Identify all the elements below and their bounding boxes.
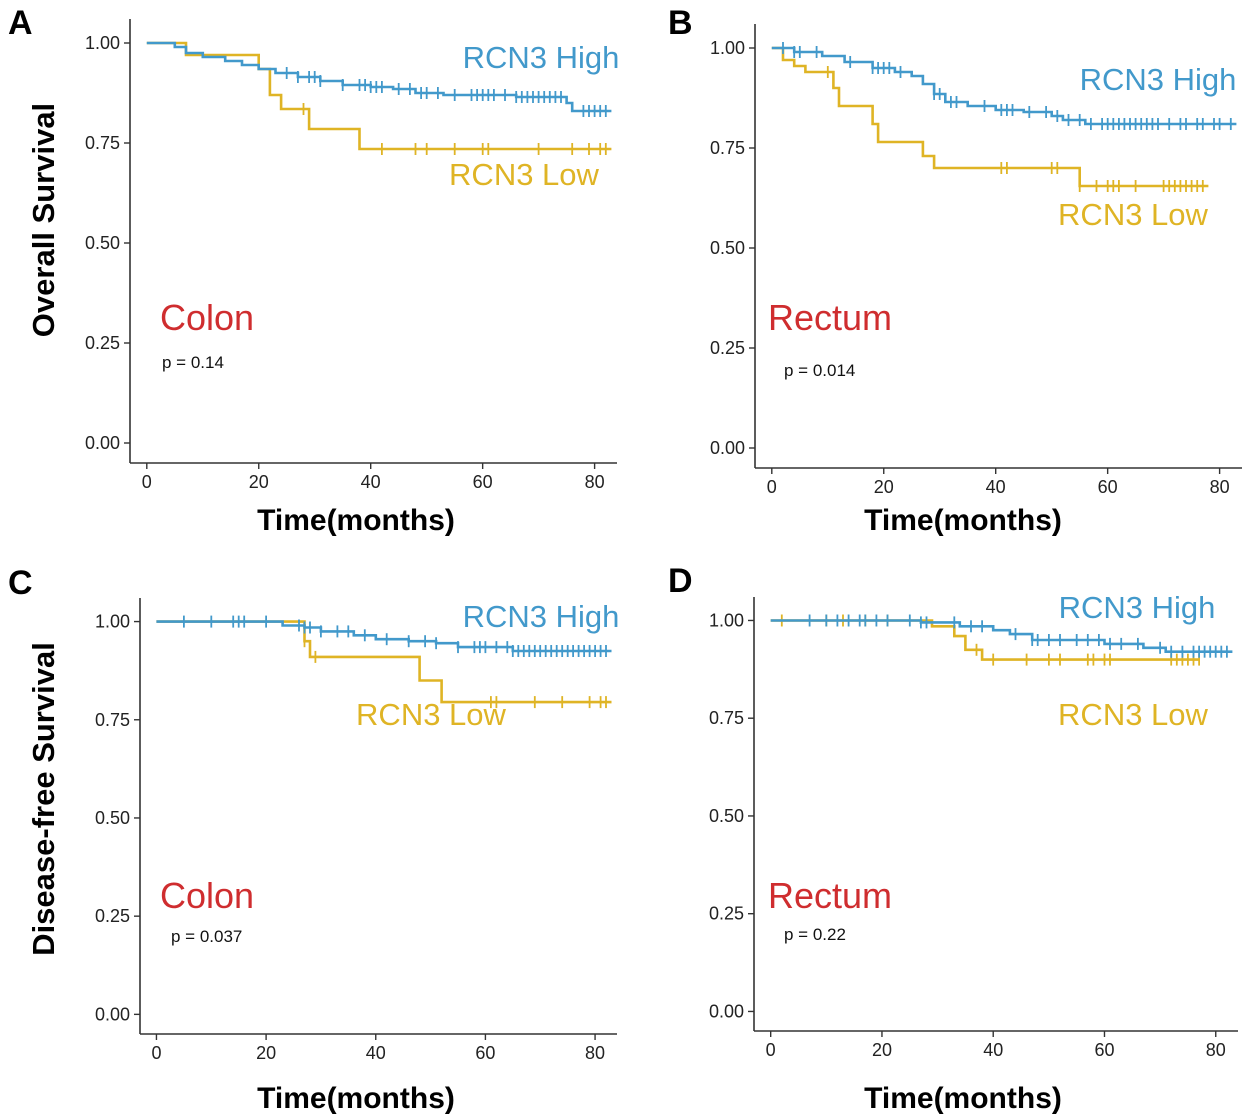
x-tick-label: 40 bbox=[361, 472, 381, 492]
y-tick-label: 0.75 bbox=[710, 138, 745, 158]
x-tick-label: 60 bbox=[1098, 477, 1118, 497]
survival-curve-low bbox=[146, 41, 612, 151]
site-label: Rectum bbox=[768, 875, 892, 916]
km-plot-b: 0.00 0.25 0.50 0.75 1.00 0 20 40 60 80 RCN3 Low RCN… bbox=[710, 24, 1242, 497]
y-tick-label: 0.00 bbox=[95, 1004, 130, 1024]
site-label: Colon bbox=[160, 875, 254, 916]
y-tick-label: 0.50 bbox=[85, 233, 120, 253]
x-tick-label: 0 bbox=[142, 472, 152, 492]
x-tick-label: 20 bbox=[874, 477, 894, 497]
y-tick-label: 1.00 bbox=[709, 610, 744, 630]
y-tick-label: 0.25 bbox=[95, 906, 130, 926]
x-tick-label: 20 bbox=[872, 1040, 892, 1060]
site-label: Rectum bbox=[768, 297, 892, 338]
survival-curve-high bbox=[770, 619, 1233, 653]
y-tick-label: 0.75 bbox=[85, 133, 120, 153]
x-tick-label: 80 bbox=[585, 1043, 605, 1063]
y-axis-title-overall-survival: Overall Survival bbox=[26, 103, 61, 337]
series-label-high: RCN3 High bbox=[463, 40, 620, 75]
x-tick-label: 0 bbox=[766, 1040, 776, 1060]
y-tick-label: 0.25 bbox=[85, 333, 120, 353]
x-tick-label: 0 bbox=[151, 1043, 161, 1063]
x-axis-title-d: Time(months) bbox=[864, 1082, 1062, 1115]
x-tick-label: 40 bbox=[986, 477, 1006, 497]
series-label-high: RCN3 High bbox=[1059, 590, 1216, 625]
x-axis-title-a: Time(months) bbox=[257, 504, 455, 537]
km-plot-c: 0.00 0.25 0.50 0.75 1.00 0 20 40 60 80 RCN3 Low RCN… bbox=[95, 598, 619, 1063]
y-axis-title-disease-free-survival: Disease-free Survival bbox=[26, 642, 61, 956]
y-tick-label: 1.00 bbox=[85, 33, 120, 53]
p-value-label: p = 0.037 bbox=[171, 927, 242, 946]
series-label-low: RCN3 Low bbox=[449, 157, 599, 192]
x-tick-label: 80 bbox=[1206, 1040, 1226, 1060]
panel-letter-d: D bbox=[668, 562, 693, 600]
y-tick-label: 0.50 bbox=[95, 808, 130, 828]
x-tick-label: 60 bbox=[473, 472, 493, 492]
p-value-label: p = 0.22 bbox=[784, 925, 846, 944]
x-axis-title-c: Time(months) bbox=[257, 1082, 455, 1115]
y-tick-label: 1.00 bbox=[710, 38, 745, 58]
x-tick-label: 80 bbox=[585, 472, 605, 492]
x-tick-label: 20 bbox=[256, 1043, 276, 1063]
panel-letter-c: C bbox=[8, 564, 33, 602]
x-tick-label: 60 bbox=[475, 1043, 495, 1063]
y-tick-label: 0.00 bbox=[709, 1001, 744, 1021]
km-plot-a: 0.00 0.25 0.50 0.75 1.00 0 20 40 60 80 RCN3 Low RCN… bbox=[85, 19, 619, 492]
panel-letter-a: A bbox=[8, 4, 33, 42]
survival-curve-low bbox=[771, 46, 1209, 188]
series-label-high: RCN3 High bbox=[1080, 62, 1237, 97]
y-tick-label: 1.00 bbox=[95, 612, 130, 632]
series-label-low: RCN3 Low bbox=[356, 697, 506, 732]
km-plot-d: 0.00 0.25 0.50 0.75 1.00 0 20 40 60 80 RCN3 Low RCN… bbox=[709, 590, 1238, 1060]
site-label: Colon bbox=[160, 297, 254, 338]
x-tick-label: 60 bbox=[1094, 1040, 1114, 1060]
x-tick-label: 40 bbox=[983, 1040, 1003, 1060]
x-tick-label: 20 bbox=[249, 472, 269, 492]
p-value-label: p = 0.014 bbox=[784, 361, 855, 380]
x-tick-label: 0 bbox=[767, 477, 777, 497]
y-tick-label: 0.25 bbox=[710, 338, 745, 358]
panel-letter-b: B bbox=[668, 4, 693, 42]
series-label-low: RCN3 Low bbox=[1058, 197, 1208, 232]
series-label-high: RCN3 High bbox=[463, 599, 620, 634]
y-tick-label: 0.50 bbox=[709, 806, 744, 826]
y-tick-label: 0.25 bbox=[709, 904, 744, 924]
y-tick-label: 0.00 bbox=[85, 433, 120, 453]
y-tick-label: 0.75 bbox=[709, 708, 744, 728]
x-tick-label: 40 bbox=[366, 1043, 386, 1063]
y-tick-label: 0.00 bbox=[710, 438, 745, 458]
x-axis-title-b: Time(months) bbox=[864, 504, 1062, 537]
y-tick-label: 0.75 bbox=[95, 710, 130, 730]
series-label-low: RCN3 Low bbox=[1058, 697, 1208, 732]
x-tick-label: 80 bbox=[1210, 477, 1230, 497]
p-value-label: p = 0.14 bbox=[162, 353, 224, 372]
y-tick-label: 0.50 bbox=[710, 238, 745, 258]
